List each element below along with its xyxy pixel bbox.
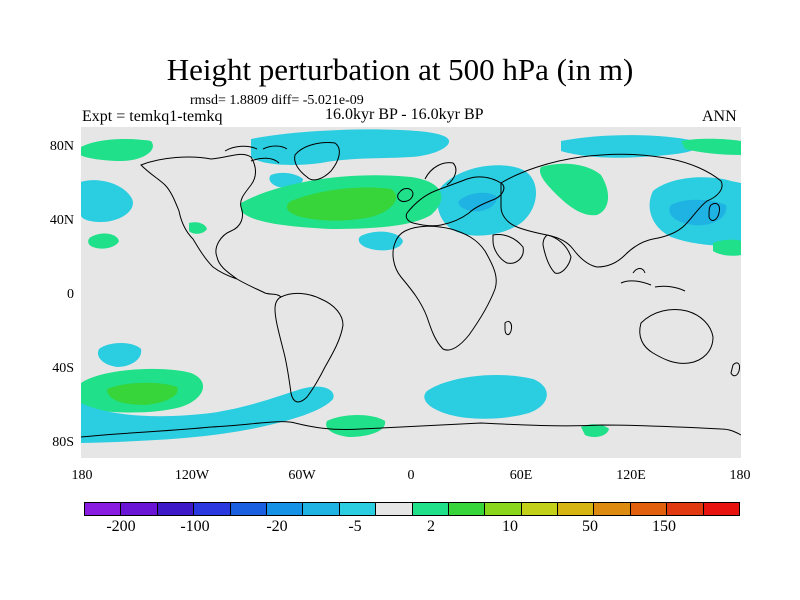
plot-title: Height perturbation at 500 hPa (in m) xyxy=(166,52,634,87)
experiment-label: Expt = temkq1-temkq xyxy=(82,108,223,125)
coast-asia xyxy=(500,153,723,268)
anomaly-pos-arctic-e xyxy=(681,138,741,155)
anomaly-posmid-n-atlantic xyxy=(286,187,397,221)
coast-north-america xyxy=(140,153,256,280)
colorbar-swatch xyxy=(303,503,340,515)
colorbar-label: 50 xyxy=(582,518,598,535)
coast-new-zealand xyxy=(730,362,740,377)
lat-tick-40n: 40N xyxy=(49,213,74,228)
lon-tick-0: 0 xyxy=(407,468,415,483)
lon-tick-60w: 60W xyxy=(288,468,316,483)
lat-tick-0: 0 xyxy=(67,287,74,302)
anomaly-pos-s-atlantic xyxy=(326,415,386,437)
colorbar-swatch xyxy=(448,503,486,515)
world-map xyxy=(81,127,741,458)
rmsd-diff-stats: rmsd= 1.8809 diff= -5.021e-09 xyxy=(190,93,364,108)
anomaly-pos-w-pacific xyxy=(189,222,207,234)
colorbar xyxy=(84,502,740,516)
colorbar-swatch xyxy=(703,503,740,515)
colorbar-label: 10 xyxy=(502,518,518,535)
anomaly-neg-s-pacific-small xyxy=(97,343,142,367)
colorbar-label: -100 xyxy=(180,518,210,535)
season-label: ANN xyxy=(702,108,737,125)
coast-arabia xyxy=(492,234,524,264)
colorbar-label: 150 xyxy=(652,518,676,535)
colorbar-label: -20 xyxy=(266,518,288,535)
lat-tick-80n: 80N xyxy=(49,139,74,154)
lon-tick-120e: 120E xyxy=(616,468,646,483)
lon-tick-180w: 180 xyxy=(71,468,93,483)
coast-se-asia-islands xyxy=(620,268,686,292)
coast-india xyxy=(542,234,572,274)
colorbar-swatch xyxy=(667,503,704,515)
coast-scandinavia xyxy=(424,162,457,186)
colorbar-swatch xyxy=(594,503,631,515)
coast-britain xyxy=(397,188,414,202)
colorbar-swatch xyxy=(521,503,559,515)
colorbar-swatch xyxy=(376,503,413,515)
colorbar-swatch xyxy=(558,503,595,515)
colorbar-swatch xyxy=(485,503,522,515)
lon-tick-60e: 60E xyxy=(509,468,533,483)
colorbar-swatch xyxy=(266,503,304,515)
anomaly-pos-antarctic-e xyxy=(581,424,609,437)
anomaly-neg-s-indian xyxy=(424,375,547,419)
colorbar-swatch xyxy=(412,503,449,515)
colorbar-swatch xyxy=(230,503,267,515)
colorbar-label: -5 xyxy=(348,518,362,535)
coast-canada-arctic xyxy=(224,145,288,164)
coast-central-america xyxy=(236,278,282,298)
anomaly-pos-e-pacific xyxy=(713,239,741,256)
anomaly-neg-arctic-band xyxy=(251,129,450,165)
colorbar-swatch xyxy=(339,503,377,515)
colorbar-swatch xyxy=(85,503,122,515)
colorbar-swatch xyxy=(194,503,231,515)
anomaly-neg-n-atlantic xyxy=(358,231,403,251)
coast-europe xyxy=(405,176,505,227)
period-label: 16.0kyr BP - 16.0kyr BP xyxy=(325,106,484,123)
map-background xyxy=(81,127,741,458)
lat-tick-80s: 80S xyxy=(52,435,74,450)
anomaly-negmid-europe xyxy=(458,192,497,212)
colorbar-swatch xyxy=(121,503,158,515)
coast-japan xyxy=(708,202,720,221)
coast-australia xyxy=(639,309,714,364)
anomaly-pos-pacific-40n xyxy=(88,233,119,249)
coast-madagascar xyxy=(504,320,512,336)
coast-south-america xyxy=(274,292,344,403)
lon-tick-180e: 180 xyxy=(729,468,751,483)
colorbar-label: 2 xyxy=(427,518,435,535)
colorbar-swatch xyxy=(630,503,668,515)
lon-tick-120w: 120W xyxy=(174,468,210,483)
anomaly-neg-n-america xyxy=(269,172,303,188)
anomaly-neg-siberia xyxy=(561,135,701,158)
anomaly-neg-s-ocean xyxy=(81,386,334,443)
anomaly-pos-bering xyxy=(81,139,153,161)
coastlines xyxy=(81,142,741,438)
lat-tick-40s: 40S xyxy=(52,361,74,376)
anomaly-posmid-s-pacific xyxy=(107,382,178,405)
coast-africa xyxy=(392,225,497,351)
anomaly-pos-c-asia xyxy=(539,163,609,216)
colorbar-swatch xyxy=(157,503,195,515)
colorbar-label: -200 xyxy=(106,518,136,535)
coast-antarctica xyxy=(81,421,741,438)
coast-greenland xyxy=(294,142,340,181)
anomaly-negmid-e-asia xyxy=(669,199,727,226)
anomaly-neg-n-pacific xyxy=(81,180,133,222)
